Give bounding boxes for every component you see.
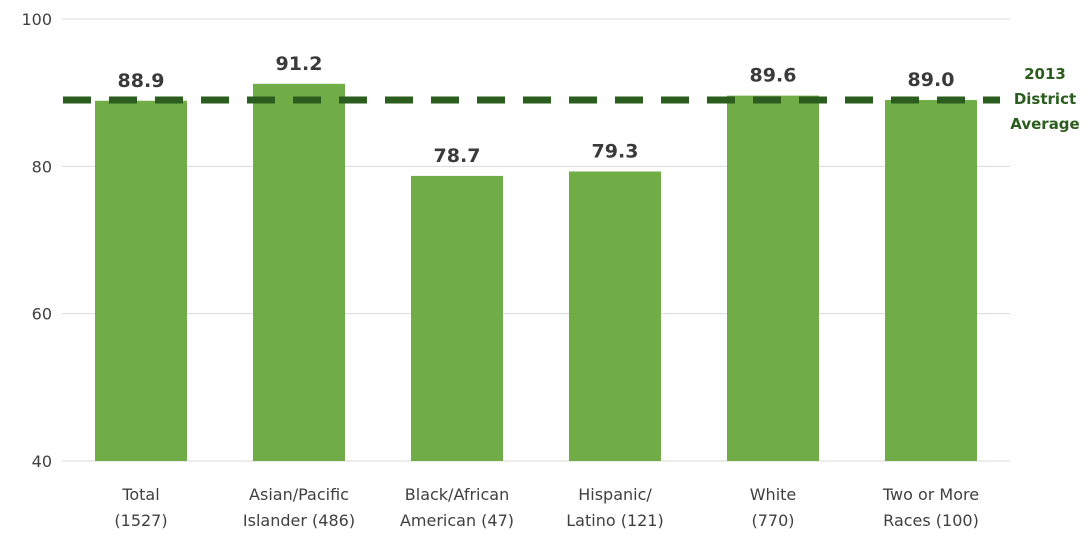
bar — [885, 100, 977, 462]
category-label: Total (1527) — [114, 485, 167, 530]
data-label: 78.7 — [434, 145, 481, 167]
category-label: Asian/Pacific Islander (486) — [243, 485, 355, 530]
data-labels: 88.9 91.2 78.7 79.3 89.6 89.0 — [118, 53, 955, 167]
bar — [253, 83, 345, 462]
reference-line-label: 2013 District Average — [1010, 65, 1079, 133]
category-label: Black/African American (47) — [400, 485, 514, 530]
y-tick-label: 60 — [32, 305, 52, 324]
bars — [95, 83, 977, 462]
bar — [569, 171, 661, 462]
y-tick-label: 80 — [32, 157, 52, 176]
y-tick-label: 100 — [21, 10, 52, 29]
bar — [95, 100, 187, 462]
data-label: 89.6 — [750, 65, 797, 87]
data-label: 79.3 — [592, 140, 639, 162]
y-axis-ticks: 40 60 80 100 — [21, 10, 52, 471]
category-label: Hispanic/Latino (121) — [566, 485, 663, 530]
gridlines — [62, 18, 1010, 462]
reference-line: 2013 District Average — [63, 65, 1080, 133]
bar — [411, 175, 503, 461]
data-label: 88.9 — [118, 70, 165, 92]
data-label: 89.0 — [908, 69, 955, 91]
data-label: 91.2 — [276, 53, 323, 75]
category-label: White (770) — [750, 485, 797, 530]
category-label: Two or More Races (100) — [882, 485, 979, 530]
bar — [727, 95, 819, 461]
y-tick-label: 40 — [32, 452, 52, 471]
x-axis-categories: Total (1527) Asian/Pacific Islander (486) Bl… — [114, 485, 979, 530]
